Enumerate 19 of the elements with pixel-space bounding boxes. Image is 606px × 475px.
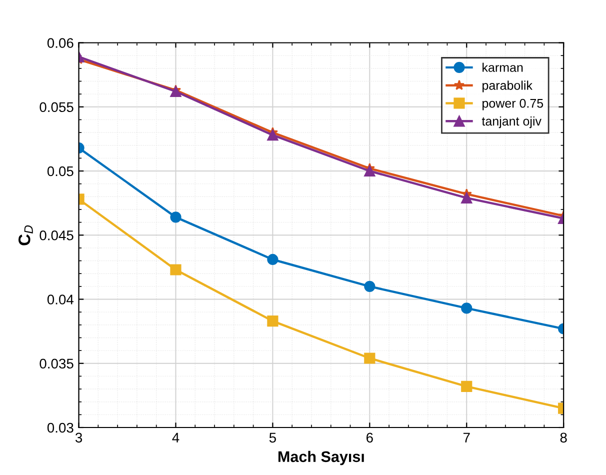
legend-label: tanjant ojiv bbox=[482, 116, 542, 128]
y-tick-label: 0.03 bbox=[47, 422, 74, 433]
x-tick-label: 8 bbox=[560, 432, 567, 443]
legend-label: power 0.75 bbox=[482, 98, 544, 110]
x-axis-title: Mach Sayısı bbox=[278, 450, 364, 466]
x-tick-label: 4 bbox=[172, 432, 180, 442]
legend-label: parabolik bbox=[482, 80, 532, 92]
legend-label: karman bbox=[482, 62, 523, 72]
y-tick-label: 0.06 bbox=[47, 38, 74, 48]
y-axis-title: C$_{D}$ bbox=[18, 225, 33, 246]
x-tick-label: 3 bbox=[75, 432, 82, 443]
y-tick-label: 0.04 bbox=[47, 294, 74, 304]
x-tick-label: 7 bbox=[463, 432, 470, 442]
x-tick-label: 6 bbox=[366, 432, 373, 443]
x-tick-label: 5 bbox=[269, 432, 276, 443]
y-tick-label: 0.035 bbox=[40, 358, 74, 369]
y-tick-label: 0.055 bbox=[40, 102, 74, 112]
y-tick-label: 0.05 bbox=[47, 166, 74, 176]
y-tick-label: 0.045 bbox=[40, 230, 74, 240]
